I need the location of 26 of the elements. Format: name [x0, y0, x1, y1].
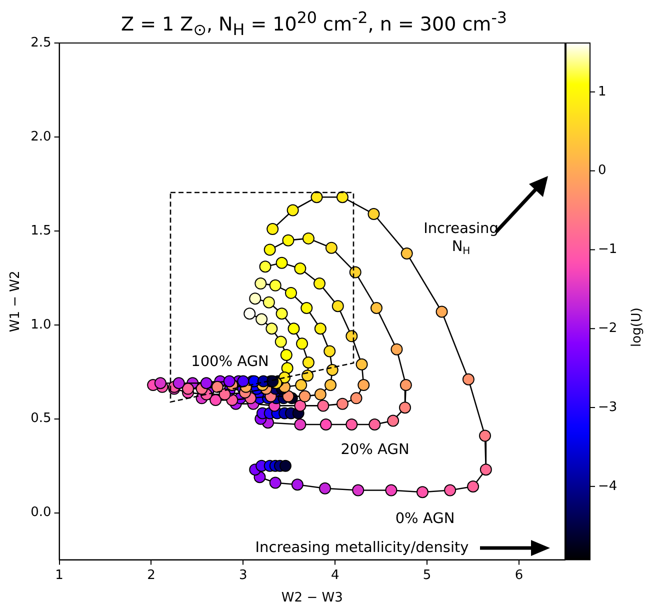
x-tick-label: 5 — [422, 568, 432, 583]
annotation: 20% AGN — [340, 442, 410, 458]
annotation: 0% AGN — [395, 510, 455, 527]
color-bar-label: 1 — [598, 84, 606, 100]
y-axis-title: W1 − W2 — [8, 270, 24, 332]
color-bar-label: 0 — [598, 163, 606, 178]
x-tick-label: 1 — [55, 568, 64, 583]
color-bar-title: log(U) — [629, 308, 644, 347]
color-bar-label: −1 — [598, 242, 618, 258]
y-tick-label: 1.5 — [30, 223, 52, 238]
annotation: Increasing metallicity/density — [255, 540, 470, 556]
x-tick-label: 3 — [239, 568, 248, 583]
chart-title: Z = 1 Z$_{⊙}$, N$_{H}$ = 10$^{20}$ cm$^{-2}$, n = 300 cm$^{-3}$ — [121, 8, 507, 40]
color-bar-label: −3 — [598, 400, 618, 415]
y-tick-label: 1.0 — [30, 317, 52, 332]
x-tick-label: 2 — [147, 568, 156, 583]
y-tick-label: 2.0 — [30, 129, 52, 144]
color-bar-label: −4 — [598, 478, 618, 494]
color-bar-label: −2 — [598, 320, 618, 336]
x-tick-label: 6 — [514, 568, 524, 583]
y-tick-label: 0.0 — [30, 505, 52, 520]
y-tick-label: 2.5 — [30, 35, 52, 50]
x-tick-label: 4 — [330, 568, 340, 583]
x-axis-title: W2 − W3 — [281, 590, 343, 606]
annotation: 100% AGN — [191, 354, 269, 370]
y-tick-label: 0.5 — [30, 411, 52, 426]
